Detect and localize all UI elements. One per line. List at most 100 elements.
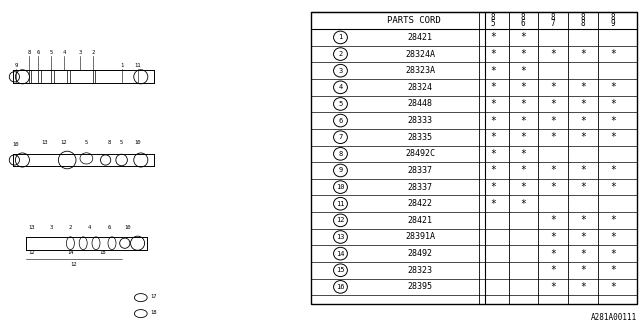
Bar [29,70,31,83]
Text: 4: 4 [88,225,92,230]
Text: 2: 2 [68,225,72,230]
Text: *: * [550,232,556,242]
Text: 5: 5 [339,101,342,107]
Text: 28337: 28337 [408,166,433,175]
Text: *: * [550,82,556,92]
Text: *: * [490,149,496,159]
Text: *: * [580,165,586,175]
Text: 16: 16 [336,284,345,290]
Text: *: * [610,99,616,109]
Text: 11: 11 [336,201,345,207]
Text: *: * [490,182,496,192]
Text: 2: 2 [91,50,95,55]
Text: PARTS CORD: PARTS CORD [387,16,440,25]
Text: 28422: 28422 [408,199,433,208]
Text: 13: 13 [29,225,35,230]
Text: 8: 8 [491,12,495,22]
Text: *: * [580,215,586,225]
Text: *: * [580,82,586,92]
Text: *: * [520,116,526,125]
Text: 28391A: 28391A [405,233,435,242]
Text: *: * [610,249,616,259]
Text: 10: 10 [336,184,345,190]
Text: 10: 10 [13,141,19,147]
Text: *: * [520,165,526,175]
Text: *: * [490,165,496,175]
Text: 28333: 28333 [408,116,433,125]
Text: *: * [520,32,526,43]
Text: 1: 1 [339,35,342,40]
Text: 17: 17 [150,294,157,299]
Text: 6: 6 [36,50,40,55]
Text: *: * [580,265,586,275]
Text: 14: 14 [67,250,74,255]
Text: 4: 4 [339,84,342,90]
Text: 5: 5 [49,50,53,55]
Text: 28324A: 28324A [405,50,435,59]
Text: 12: 12 [70,262,77,267]
Text: *: * [580,282,586,292]
Text: 28324: 28324 [408,83,433,92]
Text: *: * [490,32,496,43]
Text: 7: 7 [550,19,555,28]
Text: *: * [520,199,526,209]
Text: 10: 10 [125,225,131,230]
Text: *: * [550,49,556,59]
Text: 9: 9 [14,63,18,68]
Text: *: * [580,182,586,192]
Text: *: * [550,99,556,109]
Text: 4: 4 [62,50,66,55]
Text: *: * [610,182,616,192]
Text: *: * [550,249,556,259]
Text: 8: 8 [580,12,585,22]
Text: 28492: 28492 [408,249,433,258]
Text: 28395: 28395 [408,282,433,292]
Text: *: * [550,215,556,225]
Text: *: * [550,165,556,175]
Text: *: * [610,265,616,275]
Text: A281A00111: A281A00111 [591,314,637,320]
Text: *: * [490,116,496,125]
Text: 6: 6 [520,19,525,28]
Text: 8: 8 [520,12,525,22]
Text: 12: 12 [336,217,345,223]
Text: 18: 18 [150,310,157,315]
Text: 5: 5 [120,140,124,145]
Text: 8: 8 [27,50,31,55]
Text: *: * [520,182,526,192]
Text: 8: 8 [611,12,615,22]
Text: 14: 14 [336,251,345,257]
Text: 28421: 28421 [408,33,433,42]
Text: *: * [520,82,526,92]
Text: 8: 8 [580,19,585,28]
Text: 12: 12 [29,250,35,255]
Text: 6: 6 [107,225,111,230]
Text: 28492C: 28492C [405,149,435,158]
Text: 28448: 28448 [408,100,433,108]
Text: *: * [550,265,556,275]
Text: *: * [550,182,556,192]
Text: *: * [580,116,586,125]
Text: *: * [550,132,556,142]
Text: 18: 18 [99,250,106,255]
Text: 9: 9 [611,19,615,28]
Text: 28323: 28323 [408,266,433,275]
Text: 28337: 28337 [408,183,433,192]
Text: *: * [550,282,556,292]
Text: 6: 6 [339,117,342,124]
Text: 2: 2 [339,51,342,57]
Text: *: * [520,66,526,76]
Text: 28323A: 28323A [405,66,435,75]
Text: *: * [610,215,616,225]
Text: 9: 9 [339,167,342,173]
Text: 8: 8 [107,140,111,145]
Text: *: * [580,232,586,242]
Text: 28421: 28421 [408,216,433,225]
Text: *: * [580,99,586,109]
Text: *: * [520,149,526,159]
Bar [51,70,54,83]
Text: *: * [490,66,496,76]
Text: 3: 3 [49,225,53,230]
Text: 28335: 28335 [408,133,433,142]
Text: 5: 5 [491,19,495,28]
